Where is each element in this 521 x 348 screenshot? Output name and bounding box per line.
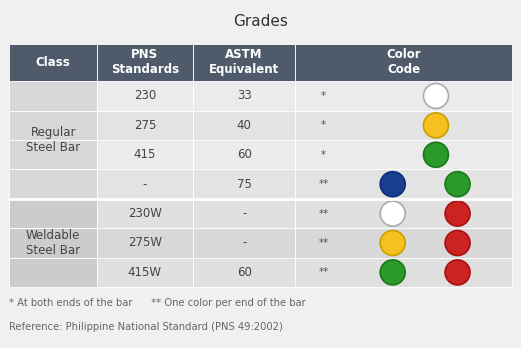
FancyBboxPatch shape xyxy=(9,44,97,81)
FancyBboxPatch shape xyxy=(9,140,97,169)
Text: Class: Class xyxy=(36,56,70,69)
Text: **: ** xyxy=(318,267,329,277)
FancyBboxPatch shape xyxy=(193,44,295,81)
Text: *: * xyxy=(321,150,326,160)
Ellipse shape xyxy=(445,201,470,226)
Text: **: ** xyxy=(318,238,329,248)
FancyBboxPatch shape xyxy=(193,199,295,228)
FancyBboxPatch shape xyxy=(97,199,193,228)
Text: 40: 40 xyxy=(237,119,252,132)
Text: Grades: Grades xyxy=(233,14,288,29)
FancyBboxPatch shape xyxy=(193,228,295,258)
Text: 60: 60 xyxy=(237,266,252,279)
Ellipse shape xyxy=(424,84,449,109)
FancyBboxPatch shape xyxy=(295,111,512,140)
Text: 60: 60 xyxy=(237,148,252,161)
Text: -: - xyxy=(143,178,147,191)
Text: * At both ends of the bar      ** One color per end of the bar: * At both ends of the bar ** One color p… xyxy=(9,298,306,308)
Text: ASTM
Equivalent: ASTM Equivalent xyxy=(209,48,279,76)
Ellipse shape xyxy=(380,201,405,226)
FancyBboxPatch shape xyxy=(97,44,193,81)
FancyBboxPatch shape xyxy=(9,228,97,258)
Ellipse shape xyxy=(380,230,405,255)
Text: 33: 33 xyxy=(237,89,252,102)
FancyBboxPatch shape xyxy=(9,199,97,228)
Ellipse shape xyxy=(445,260,470,285)
FancyBboxPatch shape xyxy=(295,81,512,111)
Ellipse shape xyxy=(424,113,449,138)
Text: 415: 415 xyxy=(134,148,156,161)
Text: Weldable
Steel Bar: Weldable Steel Bar xyxy=(26,229,80,257)
FancyBboxPatch shape xyxy=(295,199,512,228)
Text: 275W: 275W xyxy=(128,237,162,250)
Text: 275: 275 xyxy=(134,119,156,132)
Text: -: - xyxy=(242,237,246,250)
Text: *: * xyxy=(321,120,326,130)
Text: 415W: 415W xyxy=(128,266,162,279)
FancyBboxPatch shape xyxy=(295,169,512,199)
FancyBboxPatch shape xyxy=(97,111,193,140)
FancyBboxPatch shape xyxy=(295,228,512,258)
FancyBboxPatch shape xyxy=(9,81,97,111)
FancyBboxPatch shape xyxy=(97,228,193,258)
Ellipse shape xyxy=(445,172,470,197)
Text: -: - xyxy=(242,207,246,220)
FancyBboxPatch shape xyxy=(193,81,295,111)
Text: 230W: 230W xyxy=(128,207,162,220)
FancyBboxPatch shape xyxy=(295,140,512,169)
Text: **: ** xyxy=(318,208,329,219)
Text: Color
Code: Color Code xyxy=(386,48,421,76)
Ellipse shape xyxy=(380,172,405,197)
FancyBboxPatch shape xyxy=(9,169,97,199)
FancyBboxPatch shape xyxy=(295,44,512,81)
FancyBboxPatch shape xyxy=(9,258,97,287)
Text: *: * xyxy=(321,91,326,101)
Text: Regular
Steel Bar: Regular Steel Bar xyxy=(26,126,80,154)
FancyBboxPatch shape xyxy=(97,258,193,287)
FancyBboxPatch shape xyxy=(9,111,97,140)
FancyBboxPatch shape xyxy=(193,140,295,169)
FancyBboxPatch shape xyxy=(97,81,193,111)
FancyBboxPatch shape xyxy=(193,258,295,287)
Text: **: ** xyxy=(318,179,329,189)
FancyBboxPatch shape xyxy=(295,258,512,287)
FancyBboxPatch shape xyxy=(97,169,193,199)
Ellipse shape xyxy=(380,260,405,285)
Ellipse shape xyxy=(424,142,449,167)
FancyBboxPatch shape xyxy=(193,169,295,199)
Text: Reference: Philippine National Standard (PNS 49:2002): Reference: Philippine National Standard … xyxy=(9,322,283,332)
Text: 230: 230 xyxy=(134,89,156,102)
FancyBboxPatch shape xyxy=(193,111,295,140)
Text: 75: 75 xyxy=(237,178,252,191)
FancyBboxPatch shape xyxy=(97,140,193,169)
Text: PNS
Standards: PNS Standards xyxy=(111,48,179,76)
Ellipse shape xyxy=(445,230,470,255)
